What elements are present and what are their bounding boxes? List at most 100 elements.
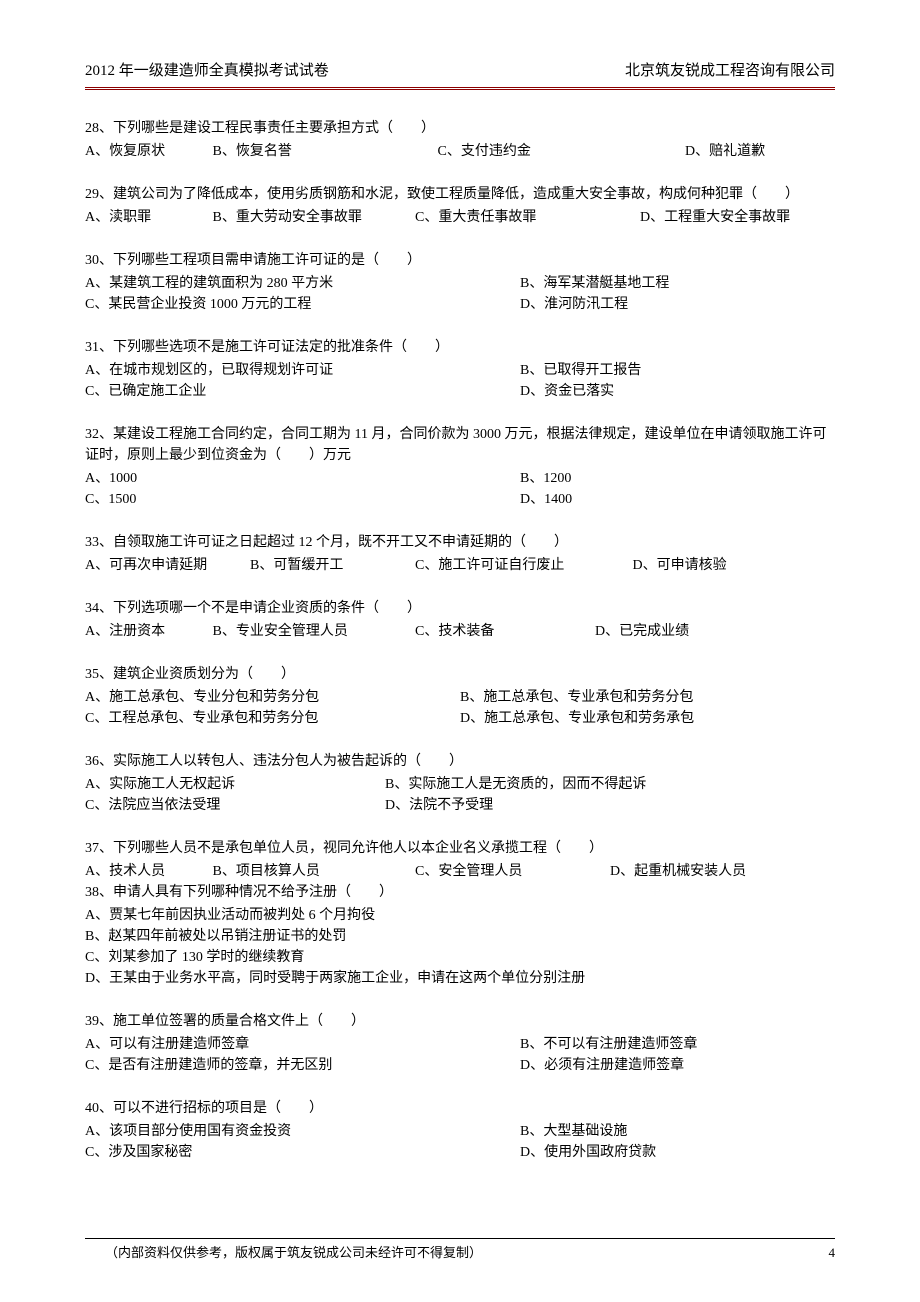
option-row: C、1500D、1400 — [85, 489, 835, 510]
page-footer: （内部资料仅供参考，版权属于筑友锐成公司未经许可不得复制） 4 — [85, 1238, 835, 1263]
option: A、注册资本 — [85, 621, 213, 642]
option-row: C、是否有注册建造师的签章，并无区别D、必须有注册建造师签章 — [85, 1055, 835, 1076]
question-30: 30、下列哪些工程项目需申请施工许可证的是（ ）A、某建筑工程的建筑面积为 28… — [85, 250, 835, 315]
option: B、大型基础设施 — [520, 1121, 835, 1142]
question-35: 35、建筑企业资质划分为（ ）A、施工总承包、专业分包和劳务分包B、施工总承包、… — [85, 664, 835, 729]
option: A、技术人员 — [85, 861, 213, 882]
option-row: A、在城市规划区的，已取得规划许可证B、已取得开工报告 — [85, 360, 835, 381]
option: A、在城市规划区的，已取得规划许可证 — [85, 360, 520, 381]
option: D、赔礼道歉 — [685, 141, 835, 162]
option-row: C、工程总承包、专业承包和劳务分包D、施工总承包、专业承包和劳务承包 — [85, 708, 835, 729]
question-29: 29、建筑公司为了降低成本，使用劣质钢筋和水泥，致使工程质量降低，造成重大安全事… — [85, 184, 835, 228]
question-text: 38、申请人具有下列哪种情况不给予注册（ ） — [85, 882, 835, 903]
question-text: 30、下列哪些工程项目需申请施工许可证的是（ ） — [85, 250, 835, 271]
option-row: A、该项目部分使用国有资金投资B、大型基础设施 — [85, 1121, 835, 1142]
option-row: A、施工总承包、专业分包和劳务分包B、施工总承包、专业承包和劳务分包 — [85, 687, 835, 708]
footer-note: （内部资料仅供参考，版权属于筑友锐成公司未经许可不得复制） — [85, 1243, 482, 1263]
question-text: 37、下列哪些人员不是承包单位人员，视同允许他人以本企业名义承揽工程（ ） — [85, 838, 835, 859]
question-text: 31、下列哪些选项不是施工许可证法定的批准条件（ ） — [85, 337, 835, 358]
option: A、实际施工人无权起诉 — [85, 774, 385, 795]
option: D、起重机械安装人员 — [610, 861, 835, 882]
option: C、1500 — [85, 489, 520, 510]
question-39: 39、施工单位签署的质量合格文件上（ ）A、可以有注册建造师签章B、不可以有注册… — [85, 1011, 835, 1076]
question-text: 34、下列选项哪一个不是申请企业资质的条件（ ） — [85, 598, 835, 619]
option: D、工程重大安全事故罪 — [640, 207, 835, 228]
option: B、项目核算人员 — [213, 861, 416, 882]
header-title-left: 2012 年一级建造师全真模拟考试试卷 — [85, 60, 329, 83]
option: B、恢复名誉 — [213, 141, 438, 162]
option: B、专业安全管理人员 — [213, 621, 416, 642]
header-title-right: 北京筑友锐成工程咨询有限公司 — [625, 60, 835, 83]
option: D、可申请核验 — [633, 555, 836, 576]
option: C、技术装备 — [415, 621, 595, 642]
question-32: 32、某建设工程施工合同约定，合同工期为 11 月，合同价款为 3000 万元，… — [85, 424, 835, 510]
question-text: 29、建筑公司为了降低成本，使用劣质钢筋和水泥，致使工程质量降低，造成重大安全事… — [85, 184, 835, 205]
option: B、已取得开工报告 — [520, 360, 835, 381]
option-row: A、可以有注册建造师签章B、不可以有注册建造师签章 — [85, 1034, 835, 1055]
option: D、已完成业绩 — [595, 621, 835, 642]
option-row: A、1000B、1200 — [85, 468, 835, 489]
option: C、已确定施工企业 — [85, 381, 520, 402]
option: D、法院不予受理 — [385, 795, 835, 816]
option-row: A、注册资本B、专业安全管理人员C、技术装备D、已完成业绩 — [85, 621, 835, 642]
option-row: A、可再次申请延期B、可暂缓开工C、施工许可证自行废止D、可申请核验 — [85, 555, 835, 576]
option: A、施工总承包、专业分包和劳务分包 — [85, 687, 460, 708]
question-37: 37、下列哪些人员不是承包单位人员，视同允许他人以本企业名义承揽工程（ ）A、技… — [85, 838, 835, 989]
option: C、支付违约金 — [438, 141, 686, 162]
exam-page: 2012 年一级建造师全真模拟考试试卷 北京筑友锐成工程咨询有限公司 28、下列… — [0, 0, 920, 1302]
option: C、重大责任事故罪 — [415, 207, 640, 228]
option: D、使用外国政府贷款 — [520, 1142, 835, 1163]
option: D、1400 — [520, 489, 835, 510]
option: A、渎职罪 — [85, 207, 213, 228]
question-34: 34、下列选项哪一个不是申请企业资质的条件（ ）A、注册资本B、专业安全管理人员… — [85, 598, 835, 642]
question-text: 39、施工单位签署的质量合格文件上（ ） — [85, 1011, 835, 1032]
page-header: 2012 年一级建造师全真模拟考试试卷 北京筑友锐成工程咨询有限公司 — [85, 60, 835, 90]
option-row: A、恢复原状B、恢复名誉C、支付违约金D、赔礼道歉 — [85, 141, 835, 162]
option: D、王某由于业务水平高，同时受聘于两家施工企业，申请在这两个单位分别注册 — [85, 968, 835, 989]
option: D、施工总承包、专业承包和劳务承包 — [460, 708, 835, 729]
option-row: C、某民营企业投资 1000 万元的工程D、淮河防汛工程 — [85, 294, 835, 315]
option: B、重大劳动安全事故罪 — [213, 207, 416, 228]
option: C、涉及国家秘密 — [85, 1142, 520, 1163]
option: A、可再次申请延期 — [85, 555, 250, 576]
option: A、恢复原状 — [85, 141, 213, 162]
question-text: 36、实际施工人以转包人、违法分包人为被告起诉的（ ） — [85, 751, 835, 772]
option: B、不可以有注册建造师签章 — [520, 1034, 835, 1055]
option: C、工程总承包、专业承包和劳务分包 — [85, 708, 460, 729]
question-33: 33、自领取施工许可证之日起超过 12 个月，既不开工又不申请延期的（ ）A、可… — [85, 532, 835, 576]
option: A、某建筑工程的建筑面积为 280 平方米 — [85, 273, 520, 294]
option: B、1200 — [520, 468, 835, 489]
option: B、施工总承包、专业承包和劳务分包 — [460, 687, 835, 708]
option: D、淮河防汛工程 — [520, 294, 835, 315]
option-row: A、某建筑工程的建筑面积为 280 平方米B、海军某潜艇基地工程 — [85, 273, 835, 294]
question-text: 28、下列哪些是建设工程民事责任主要承担方式（ ） — [85, 118, 835, 139]
option-row: A、实际施工人无权起诉B、实际施工人是无资质的，因而不得起诉 — [85, 774, 835, 795]
option: A、可以有注册建造师签章 — [85, 1034, 520, 1055]
option: C、刘某参加了 130 学时的继续教育 — [85, 947, 835, 968]
option-row: C、法院应当依法受理D、法院不予受理 — [85, 795, 835, 816]
option: B、赵某四年前被处以吊销注册证书的处罚 — [85, 926, 835, 947]
question-text: 40、可以不进行招标的项目是（ ） — [85, 1098, 835, 1119]
question-text: 33、自领取施工许可证之日起超过 12 个月，既不开工又不申请延期的（ ） — [85, 532, 835, 553]
option: D、资金已落实 — [520, 381, 835, 402]
option: B、可暂缓开工 — [250, 555, 415, 576]
option: A、1000 — [85, 468, 520, 489]
option-row: C、涉及国家秘密D、使用外国政府贷款 — [85, 1142, 835, 1163]
question-text: 32、某建设工程施工合同约定，合同工期为 11 月，合同价款为 3000 万元，… — [85, 424, 835, 466]
option: B、海军某潜艇基地工程 — [520, 273, 835, 294]
question-text: 35、建筑企业资质划分为（ ） — [85, 664, 835, 685]
option: C、法院应当依法受理 — [85, 795, 385, 816]
option: C、是否有注册建造师的签章，并无区别 — [85, 1055, 520, 1076]
option: A、贾某七年前因执业活动而被判处 6 个月拘役 — [85, 905, 835, 926]
question-28: 28、下列哪些是建设工程民事责任主要承担方式（ ）A、恢复原状B、恢复名誉C、支… — [85, 118, 835, 162]
question-40: 40、可以不进行招标的项目是（ ）A、该项目部分使用国有资金投资B、大型基础设施… — [85, 1098, 835, 1163]
option-row: A、技术人员B、项目核算人员C、安全管理人员D、起重机械安装人员 — [85, 861, 835, 882]
option: C、安全管理人员 — [415, 861, 610, 882]
option: C、施工许可证自行废止 — [415, 555, 633, 576]
page-number: 4 — [829, 1243, 836, 1263]
option-row: C、已确定施工企业D、资金已落实 — [85, 381, 835, 402]
option: A、该项目部分使用国有资金投资 — [85, 1121, 520, 1142]
option: B、实际施工人是无资质的，因而不得起诉 — [385, 774, 835, 795]
question-31: 31、下列哪些选项不是施工许可证法定的批准条件（ ）A、在城市规划区的，已取得规… — [85, 337, 835, 402]
questions-container: 28、下列哪些是建设工程民事责任主要承担方式（ ）A、恢复原状B、恢复名誉C、支… — [85, 118, 835, 1163]
